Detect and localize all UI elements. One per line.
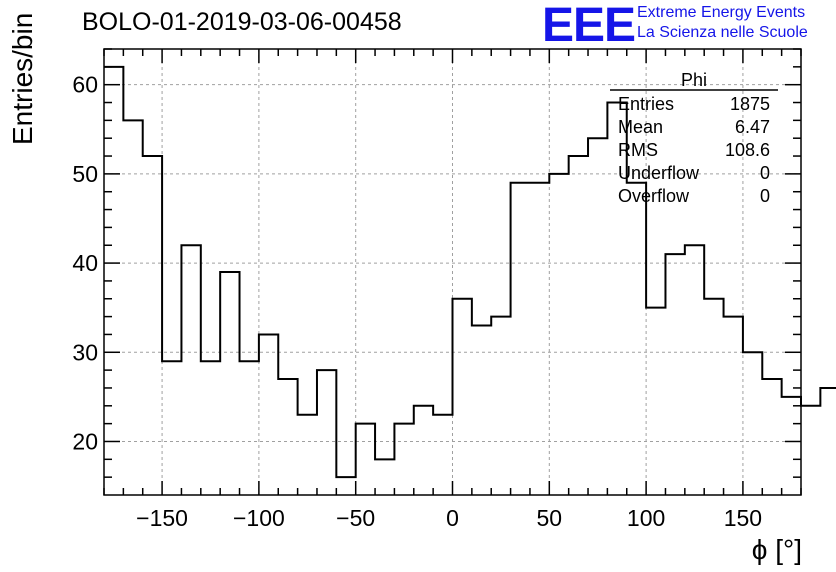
x-axis-label: ϕ [°] [751,534,802,565]
x-tick-label: 0 [446,505,459,531]
stats-name: Phi [681,70,707,90]
y-axis-label: Entries/bin [7,12,38,145]
y-tick-label: 30 [72,339,98,365]
x-tick-label: 150 [724,505,762,531]
stats-label: Mean [618,117,663,137]
stats-value: 108.6 [725,140,770,160]
tick-labels: −150 −100 −50 0 50 100 150 20 30 40 50 60 [72,72,762,531]
plot-frame [103,48,802,496]
stats-label: Overflow [618,186,690,206]
stats-label: Underflow [618,163,700,183]
axis-ticks [103,48,802,495]
eee-logo: EEE [542,0,636,52]
stats-value: 0 [760,186,770,206]
x-tick-label: −100 [233,505,285,531]
stats-box: Phi Entries 1875 Mean 6.47 RMS 108.6 Underflow… [610,70,778,206]
grid-lines [104,49,801,495]
stats-label: Entries [618,94,674,114]
chart-title: BOLO-01-2019-03-06-00458 [82,8,402,36]
stats-value: 1875 [730,94,770,114]
y-tick-label: 40 [72,250,98,276]
stats-value: 6.47 [735,117,770,137]
x-tick-label: 100 [627,505,665,531]
x-tick-label: 50 [537,505,563,531]
histogram-line [104,65,836,479]
y-tick-label: 20 [72,428,98,454]
x-tick-label: −150 [136,505,188,531]
logo-subtitle-2: La Scienza nelle Scuole [637,24,808,41]
logo-subtitle-1: Extreme Energy Events [637,4,806,21]
stats-value: 0 [760,163,770,183]
y-tick-label: 60 [72,72,98,98]
y-tick-label: 50 [72,161,98,187]
stats-label: RMS [618,140,658,160]
x-tick-label: −50 [336,505,375,531]
